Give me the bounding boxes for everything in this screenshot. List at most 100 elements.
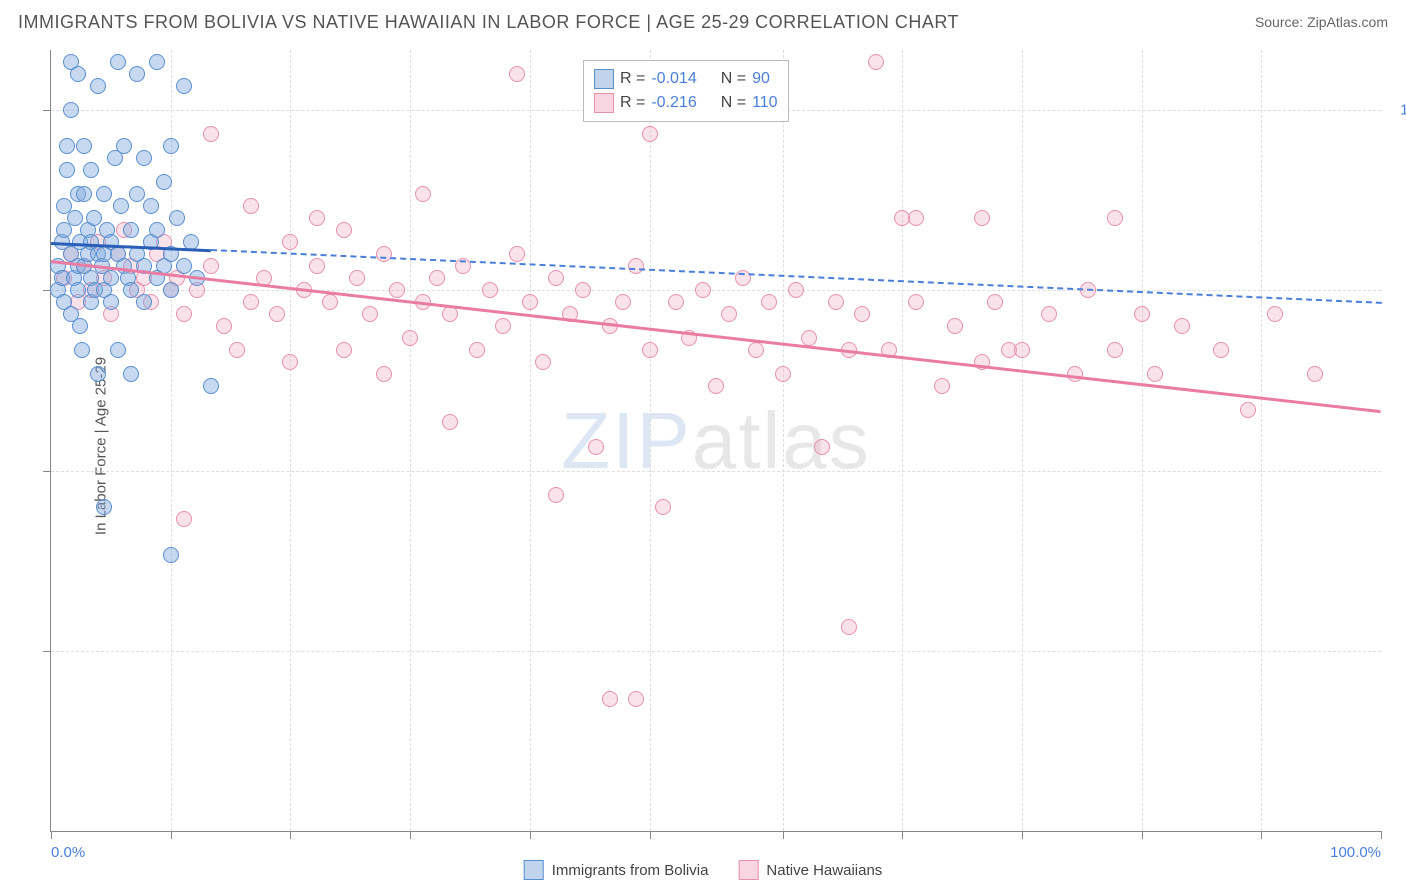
data-point [429, 270, 445, 286]
data-point [116, 138, 132, 154]
data-point [947, 318, 963, 334]
data-point [169, 210, 185, 226]
data-point [90, 366, 106, 382]
data-point [588, 439, 604, 455]
data-point [509, 246, 525, 262]
data-point [90, 78, 106, 94]
data-point [775, 366, 791, 382]
data-point [70, 282, 86, 298]
data-point [1213, 342, 1229, 358]
data-point [103, 270, 119, 286]
bottom-legend: Immigrants from Bolivia Native Hawaiians [524, 860, 883, 880]
stat-r-label: R = [620, 91, 645, 115]
data-point [63, 102, 79, 118]
data-point [136, 150, 152, 166]
source-name: ZipAtlas.com [1307, 14, 1388, 30]
data-point [110, 342, 126, 358]
data-point [628, 691, 644, 707]
data-point [801, 330, 817, 346]
data-point [83, 162, 99, 178]
data-point [509, 66, 525, 82]
data-point [908, 294, 924, 310]
data-point [309, 258, 325, 274]
x-tick-right: 100.0% [1330, 844, 1381, 861]
data-point [176, 511, 192, 527]
data-point [389, 282, 405, 298]
y-tick-label: 55.0% [1391, 642, 1406, 659]
data-point [548, 487, 564, 503]
data-point [163, 138, 179, 154]
data-point [721, 306, 737, 322]
data-point [243, 198, 259, 214]
data-point [828, 294, 844, 310]
data-point [655, 499, 671, 515]
data-point [814, 439, 830, 455]
data-point [442, 414, 458, 430]
data-point [336, 222, 352, 238]
data-point [695, 282, 711, 298]
stats-row: R =-0.216N =110 [594, 91, 778, 115]
data-point [708, 378, 724, 394]
data-point [309, 210, 325, 226]
data-point [336, 342, 352, 358]
data-point [535, 354, 551, 370]
data-point [748, 342, 764, 358]
data-point [1041, 306, 1057, 322]
data-point [1307, 366, 1323, 382]
data-point [788, 282, 804, 298]
data-point [642, 126, 658, 142]
data-point [269, 306, 285, 322]
data-point [86, 210, 102, 226]
data-point [495, 318, 511, 334]
data-point [282, 354, 298, 370]
data-point [129, 66, 145, 82]
stat-r-label: R = [620, 67, 645, 91]
data-point [1147, 366, 1163, 382]
data-point [96, 499, 112, 515]
data-point [143, 198, 159, 214]
data-point [628, 258, 644, 274]
data-point [163, 282, 179, 298]
stats-row: R =-0.014N =90 [594, 67, 778, 91]
stat-n-label: N = [721, 67, 746, 91]
data-point [376, 246, 392, 262]
data-point [149, 222, 165, 238]
data-point [149, 54, 165, 70]
data-point [668, 294, 684, 310]
stat-n-label: N = [721, 91, 746, 115]
data-point [216, 318, 232, 334]
data-point [841, 619, 857, 635]
data-point [110, 54, 126, 70]
data-point [103, 294, 119, 310]
data-point [548, 270, 564, 286]
data-point [575, 282, 591, 298]
data-point [362, 306, 378, 322]
data-point [129, 186, 145, 202]
y-tick-label: 100.0% [1391, 102, 1406, 119]
data-point [349, 270, 365, 286]
data-point [76, 138, 92, 154]
data-point [615, 294, 631, 310]
data-point [402, 330, 418, 346]
data-point [203, 378, 219, 394]
legend-label-2: Native Hawaiians [766, 862, 882, 879]
source-prefix: Source: [1255, 14, 1307, 30]
data-point [1014, 342, 1030, 358]
y-tick-label: 85.0% [1391, 282, 1406, 299]
data-point [415, 186, 431, 202]
data-point [136, 294, 152, 310]
x-tick-left: 0.0% [51, 844, 85, 861]
data-point [59, 162, 75, 178]
data-point [1267, 306, 1283, 322]
data-point [176, 258, 192, 274]
stat-n-value: 90 [752, 67, 770, 91]
data-point [176, 78, 192, 94]
legend-item-series2: Native Hawaiians [738, 860, 882, 880]
legend-swatch-2 [738, 860, 758, 880]
data-point [76, 186, 92, 202]
data-point [974, 210, 990, 226]
data-point [96, 186, 112, 202]
data-point [123, 222, 139, 238]
data-point [642, 342, 658, 358]
stat-r-value: -0.216 [651, 91, 696, 115]
